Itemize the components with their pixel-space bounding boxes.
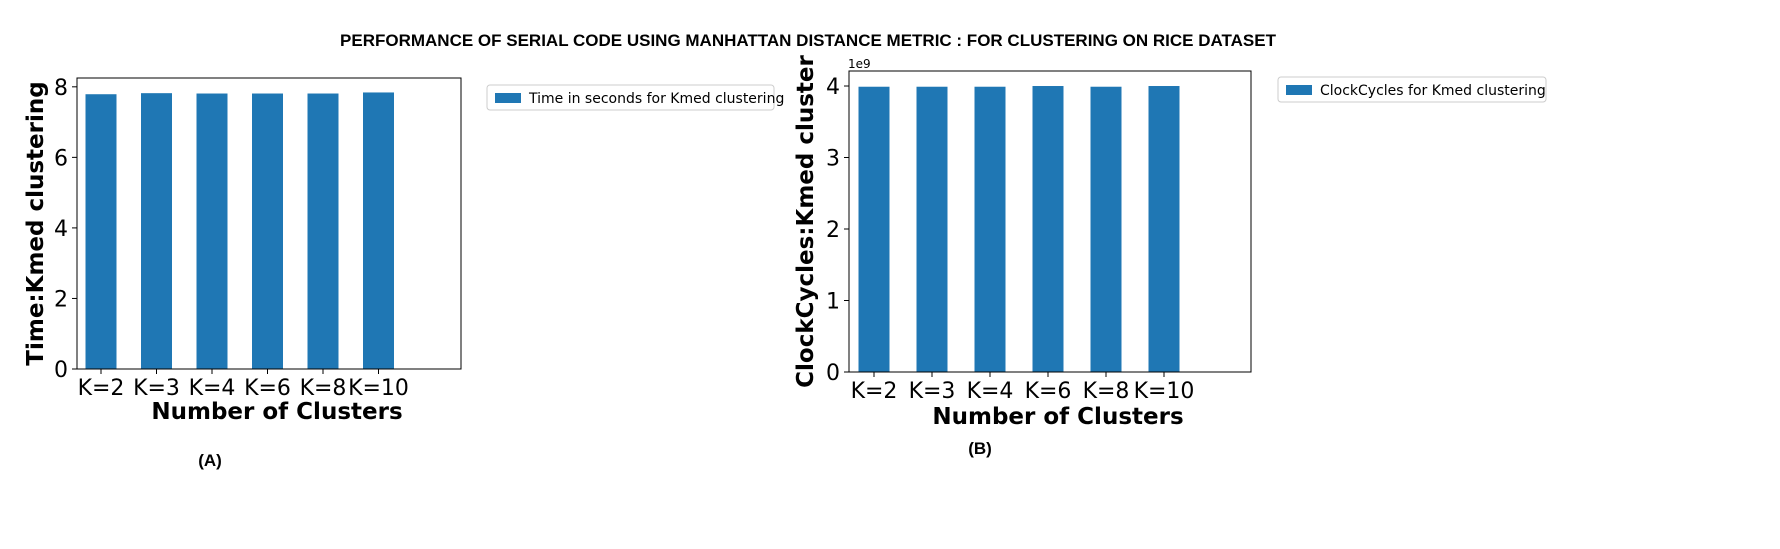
x-axis-label: Number of Clusters [932,404,1183,430]
x-tick-label: K=6 [244,376,291,401]
x-tick-label: K=2 [851,379,898,404]
legend-frame [1277,76,1547,103]
x-tick-label: K=3 [909,379,956,404]
bar [141,93,172,370]
plot-frame [848,70,1252,373]
legend-label: ClockCycles for Kmed clustering [1320,83,1546,99]
y-tick-label: 4 [54,217,68,242]
bar [85,94,117,369]
y-offset-label: 1e9 [848,57,871,71]
y-tick-label: 3 [826,147,840,172]
legend-label: Time in seconds for Kmed clustering [528,91,784,107]
bar [974,86,1006,372]
bar [1090,86,1122,372]
bar [307,93,339,370]
panel-label: (B) [968,439,992,458]
x-tick-label: K=8 [300,376,347,401]
y-tick-label: 6 [54,146,68,171]
y-tick-label: 0 [54,358,68,383]
bar [196,93,228,370]
y-tick-label: 2 [826,218,840,243]
bar [916,86,948,372]
x-tick-label: K=10 [1134,379,1195,404]
y-axis-label: ClockCycles:Kmed cluster [793,54,819,387]
x-tick-label: K=6 [1025,379,1072,404]
x-tick-label: K=10 [348,376,409,401]
legend: ClockCycles for Kmed clustering [1277,76,1547,103]
y-tick-label: 8 [54,76,68,101]
figure-title: PERFORMANCE OF SERIAL CODE USING MANHATT… [340,31,1277,50]
legend-frame [486,84,775,111]
y-axis-label: Time:Kmed clustering [23,81,49,365]
bar [1032,86,1064,372]
bar [1148,86,1180,372]
x-tick-label: K=4 [189,376,236,401]
legend: Time in seconds for Kmed clustering [486,84,784,111]
legend-swatch [1286,85,1312,95]
bar [858,86,890,372]
y-tick-label: 4 [826,75,840,100]
bar [363,92,394,369]
y-tick-label: 0 [826,361,840,386]
plot-frame [76,77,462,370]
y-tick-label: 2 [54,287,68,312]
x-axis-label: Number of Clusters [151,399,402,425]
x-tick-label: K=8 [1083,379,1130,404]
legend-swatch [495,93,521,103]
bar [252,93,283,370]
panel-label: (A) [198,451,222,470]
x-tick-label: K=2 [78,376,125,401]
y-tick-label: 1 [826,290,840,315]
x-tick-label: K=4 [967,379,1014,404]
x-tick-label: K=3 [133,376,180,401]
